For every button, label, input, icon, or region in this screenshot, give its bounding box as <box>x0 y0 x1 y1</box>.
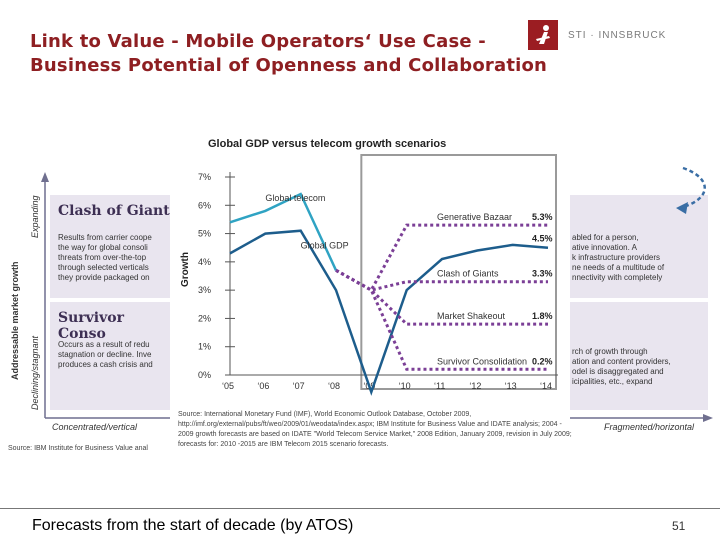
y-axis-label: Growth <box>180 252 191 287</box>
matrix-x-arrow-icon <box>703 414 713 422</box>
x-tick-label: ‘11 <box>434 381 445 391</box>
highlight-box <box>360 154 557 390</box>
cell-title-clash: Clash of Giant <box>58 203 170 219</box>
series-label: Survivor Consolidation <box>437 356 527 366</box>
cell-title-survivor: Survivor Conso <box>58 310 124 342</box>
x-tick-label: ‘08 <box>328 381 340 391</box>
cell-text-bazaar: abled for a person, ative innovation. A … <box>572 233 665 282</box>
chart-source: Source: International Monetary Fund (IMF… <box>178 411 572 448</box>
y-tick-label: 6% <box>198 200 211 210</box>
title-line-1: Link to Value - Mobile Operators‘ Use Ca… <box>30 31 486 52</box>
footer-rule <box>0 508 720 509</box>
matrix-cell-survivor: Survivor Conso Occurs as a result of red… <box>50 302 175 410</box>
y-tick-label: 0% <box>198 370 211 380</box>
sti-logo: STI · INNSBRUCK <box>528 20 708 60</box>
y-tick-label: 3% <box>198 285 211 295</box>
series-label: Market Shakeout <box>437 311 506 321</box>
source-left: Source: IBM Institute for Business Value… <box>8 445 148 452</box>
y-tick-label: 5% <box>198 229 211 239</box>
title-line-2: Business Potential of Openness and Colla… <box>30 55 548 76</box>
y-tick-label: 2% <box>198 313 211 323</box>
y-tick-label: 7% <box>198 172 211 182</box>
page-number: 51 <box>672 519 686 533</box>
curved-arrow-head-icon <box>676 202 688 214</box>
chart-title: Global GDP versus telecom growth scenari… <box>208 138 446 150</box>
series-label: Global GDP <box>301 241 349 251</box>
x-right-label: Fragmented/horizontal <box>604 422 695 432</box>
logo-text: STI · INNSBRUCK <box>568 30 667 41</box>
x-tick-label: ‘06 <box>257 381 269 391</box>
y-tick-label: 1% <box>198 342 211 352</box>
series-value-label: 3.3% <box>532 269 553 279</box>
series-line <box>229 192 338 271</box>
cell-text-survivor: Occurs as a result of redu stagnation or… <box>58 340 153 369</box>
scenario-matrix: Clash of Giant Results from carrier coop… <box>50 195 708 415</box>
slide-title: Link to Value - Mobile Operators‘ Use Ca… <box>30 30 590 78</box>
series-line <box>229 229 549 396</box>
cell-text-clash: Results from carrier coope the way for g… <box>58 233 152 282</box>
x-tick-label: ‘07 <box>293 381 305 391</box>
footer-text: Forecasts from the start of decade (by A… <box>32 517 354 534</box>
matrix-cell-shakeout: rch of growth through ation and content … <box>570 302 708 410</box>
series-label: Generative Bazaar <box>437 212 512 222</box>
chart-panel: Global GDP versus telecom growth scenari… <box>170 127 570 482</box>
y-tick-label: 4% <box>198 257 211 267</box>
series-line <box>335 268 548 371</box>
matrix-y-arrow-icon <box>41 172 49 182</box>
cell-text-shakeout: rch of growth through ation and content … <box>572 347 671 386</box>
series-label: Clash of Giants <box>437 269 499 279</box>
y-bottom-label: Declining/stagnant <box>30 335 40 410</box>
series-line <box>335 268 548 292</box>
series-value-label: 1.8% <box>532 311 553 321</box>
x-left-label: Concentrated/vertical <box>52 422 138 432</box>
sti-logo-icon <box>528 20 558 50</box>
annotation-label: 4.5% <box>532 234 553 244</box>
series-label: Global telecom <box>265 193 325 203</box>
series-value-label: 0.2% <box>532 356 553 366</box>
x-tick-label: ‘14 <box>540 381 552 391</box>
y-axis-title: Addressable market growth <box>10 261 20 380</box>
x-tick-label: ‘12 <box>469 381 481 391</box>
x-tick-label: ‘05 <box>222 381 234 391</box>
curved-arrow-icon <box>682 166 706 209</box>
y-top-label: Expanding <box>30 195 40 238</box>
x-tick-label: ‘10 <box>399 381 411 391</box>
matrix-cell-clash: Clash of Giant Results from carrier coop… <box>50 195 175 298</box>
x-tick-label: ‘13 <box>505 381 517 391</box>
series-value-label: 5.3% <box>532 212 553 222</box>
growth-chart: Global GDP versus telecom growth scenari… <box>180 138 558 396</box>
